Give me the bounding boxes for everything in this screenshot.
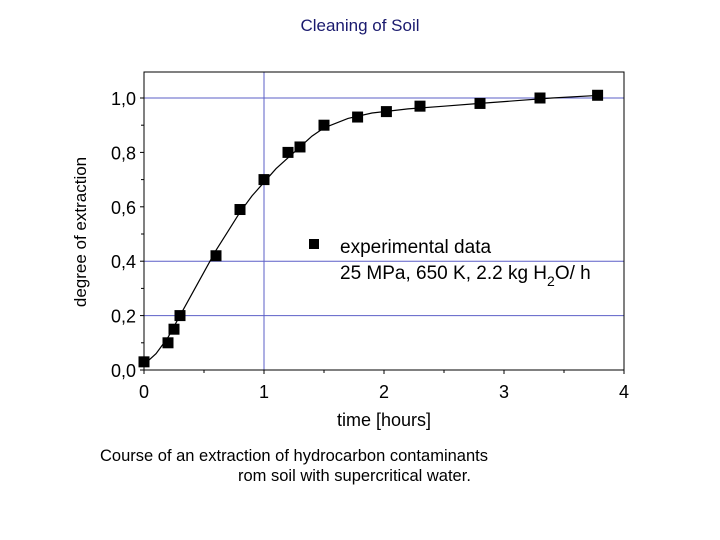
data-point	[210, 250, 222, 262]
data-point	[592, 89, 604, 101]
y-axis-label: degree of extraction	[71, 157, 90, 307]
y-tick-label: 0,4	[111, 252, 136, 272]
data-point	[380, 106, 392, 118]
fit-curve-line	[143, 94, 601, 366]
data-points	[138, 89, 604, 368]
data-point	[258, 174, 270, 186]
data-point	[162, 337, 174, 349]
caption-line-1: Course of an extraction of hydrocarbon c…	[100, 447, 488, 465]
page-title: Cleaning of Soil	[300, 16, 420, 35]
y-tick-label: 0,2	[111, 307, 136, 327]
y-tick-label: 0,8	[111, 143, 136, 163]
x-tick-label: 3	[499, 382, 509, 402]
data-point	[414, 100, 426, 112]
y-tick-label: 0,6	[111, 198, 136, 218]
legend-conditions: 25 MPa, 650 K, 2.2 kg H2O/ h	[340, 263, 591, 289]
y-tick-label: 1,0	[111, 89, 136, 109]
data-point	[174, 310, 186, 322]
data-point	[318, 119, 330, 131]
x-tick-label: 4	[619, 382, 629, 402]
data-point	[138, 356, 150, 368]
fit-curve	[143, 94, 601, 366]
data-point	[474, 97, 486, 109]
axis-ticks: 0,0 0,2 0,4 0,6 0,8 1,0 0 1 2 3 4	[111, 89, 629, 402]
data-point	[352, 111, 364, 123]
y-tick-label: 0,0	[111, 361, 136, 381]
x-tick-label: 1	[259, 382, 269, 402]
data-point	[282, 146, 294, 158]
x-axis-label: time [hours]	[337, 410, 431, 430]
data-point	[294, 141, 306, 153]
data-point	[534, 92, 546, 104]
caption-line-2: rom soil with supercritical water.	[238, 467, 471, 485]
x-tick-label: 2	[379, 382, 389, 402]
data-point	[234, 204, 246, 216]
legend: experimental data 25 MPa, 650 K, 2.2 kg …	[309, 237, 591, 289]
x-tick-label: 0	[139, 382, 149, 402]
legend-marker	[309, 239, 319, 249]
data-point	[168, 323, 180, 335]
legend-label: experimental data	[340, 237, 491, 258]
figure-caption: Course of an extraction of hydrocarbon c…	[100, 446, 620, 486]
